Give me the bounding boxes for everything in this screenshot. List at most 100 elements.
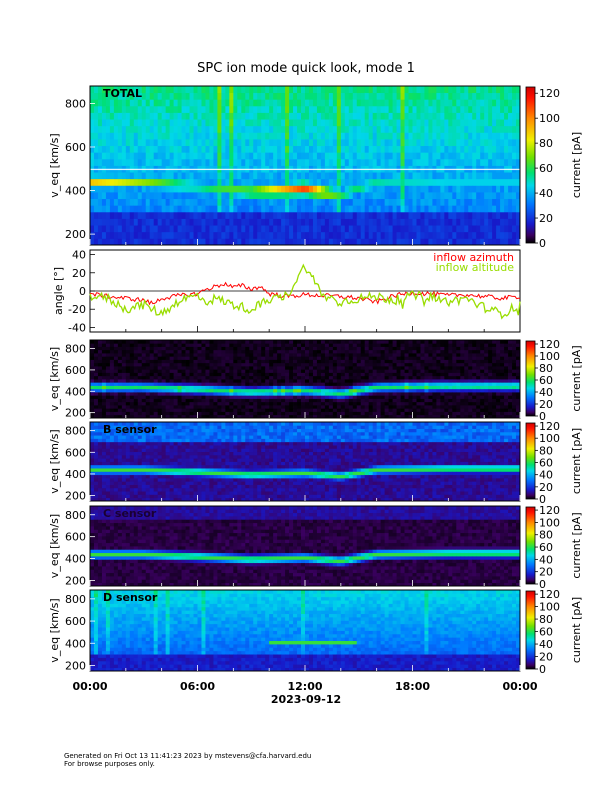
heatmap-cell	[448, 172, 453, 180]
heatmap-cell	[93, 392, 99, 396]
heatmap-cell	[249, 408, 254, 412]
heatmap-cell	[169, 353, 175, 357]
heatmap-cell	[281, 372, 286, 377]
heatmap-cell	[153, 372, 159, 377]
heatmap-cell	[364, 178, 370, 186]
heatmap-cell	[221, 225, 226, 233]
heatmap-cell	[388, 192, 393, 200]
heatmap-cell	[400, 362, 405, 367]
heatmap-cell	[404, 401, 409, 406]
heatmap-cell	[149, 139, 155, 147]
heatmap-cell	[424, 211, 429, 219]
heatmap-cell	[408, 343, 413, 347]
heatmap-cell	[257, 132, 262, 140]
heatmap-cell	[384, 388, 390, 393]
heatmap-cell	[225, 172, 230, 180]
heatmap-cell	[165, 119, 171, 127]
heatmap-cell	[165, 86, 171, 94]
heatmap-cell	[340, 139, 346, 147]
heatmap-cell	[412, 362, 417, 367]
heatmap-cell	[368, 340, 374, 344]
heatmap-cell	[392, 388, 397, 393]
heatmap-cell	[285, 178, 290, 186]
heatmap-cell	[448, 211, 453, 219]
heatmap-cell	[249, 205, 254, 213]
heatmap-cell	[209, 398, 214, 403]
heatmap-cell	[265, 408, 270, 412]
heatmap-cell	[424, 353, 429, 357]
heatmap-cell	[432, 92, 437, 100]
heatmap-cell	[305, 192, 310, 200]
heatmap-cell	[312, 362, 318, 367]
heatmap-cell	[416, 125, 421, 133]
heatmap-cell	[90, 353, 95, 357]
heatmap-cell	[265, 92, 270, 100]
heatmap-cell	[388, 218, 393, 226]
heatmap-cell	[273, 388, 278, 393]
heatmap-cell	[157, 86, 163, 94]
heatmap-cell	[301, 405, 306, 409]
heatmap-cell	[289, 395, 294, 399]
heatmap-cell	[157, 366, 163, 370]
heatmap-cell	[201, 375, 206, 380]
heatmap-cell	[404, 152, 409, 160]
heatmap-cell	[165, 185, 171, 193]
heatmap-cell	[500, 198, 505, 206]
heatmap-cell	[308, 119, 314, 127]
heatmap-cell	[213, 366, 218, 370]
heatmap-cell	[448, 408, 453, 412]
heatmap-cell	[380, 411, 386, 416]
heatmap-cell	[105, 86, 111, 94]
heatmap-cell	[189, 408, 194, 412]
heatmap-cell	[301, 192, 306, 200]
heatmap-cell	[161, 231, 167, 239]
heatmap-cell	[360, 152, 366, 160]
heatmap-cell	[504, 192, 509, 200]
heatmap-cell	[181, 414, 186, 419]
heatmap-cell	[512, 211, 517, 219]
heatmap-cell	[217, 192, 222, 200]
heatmap-cell	[340, 218, 346, 226]
heatmap-cell	[197, 132, 202, 140]
heatmap-cell	[121, 185, 127, 193]
heatmap-cell	[308, 225, 314, 233]
heatmap-cell	[285, 225, 290, 233]
heatmap-cell	[312, 353, 318, 357]
heatmap-cell	[428, 178, 433, 186]
heatmap-cell	[261, 132, 266, 140]
heatmap-cell	[137, 388, 143, 393]
heatmap-cell	[121, 112, 127, 120]
heatmap-cell	[492, 172, 497, 180]
heatmap-cell	[456, 132, 461, 140]
heatmap-cell	[113, 353, 119, 357]
heatmap-cell	[169, 343, 175, 347]
heatmap-cell	[265, 385, 270, 390]
heatmap-cell	[193, 392, 198, 396]
heatmap-cell	[217, 392, 222, 396]
heatmap-cell	[400, 353, 405, 357]
heatmap-cell	[348, 132, 354, 140]
heatmap-cell	[293, 362, 298, 367]
heatmap-cell	[105, 382, 111, 386]
heatmap-cell	[225, 152, 230, 160]
heatmap-cell	[348, 405, 354, 409]
heatmap-cell	[352, 366, 358, 370]
heatmap-cell	[368, 86, 374, 94]
heatmap-cell	[193, 145, 198, 153]
heatmap-cell	[452, 139, 457, 147]
heatmap-cell	[273, 375, 278, 380]
heatmap-cell	[153, 379, 159, 383]
heatmap-cell	[253, 211, 258, 219]
heatmap-cell	[169, 172, 175, 180]
heatmap-cell	[265, 99, 270, 107]
heatmap-cell	[233, 385, 238, 390]
heatmap-cell	[90, 349, 95, 354]
heatmap-cell	[388, 372, 393, 377]
heatmap-cell	[388, 414, 393, 419]
heatmap-cell	[508, 132, 513, 140]
heatmap-cell	[420, 372, 425, 377]
heatmap-cell	[388, 231, 393, 239]
heatmap-cell	[157, 362, 163, 367]
heatmap-cell	[472, 158, 477, 166]
heatmap-cell	[376, 205, 382, 213]
